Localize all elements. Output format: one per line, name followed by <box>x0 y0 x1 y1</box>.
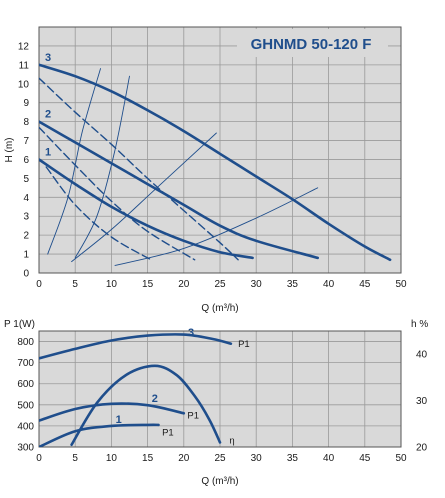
x-axis-label: Q (m³/h) <box>201 303 238 314</box>
curve-label-2: 2 <box>45 109 51 121</box>
plot-border <box>38 330 402 448</box>
x-tick-label: 40 <box>323 279 335 290</box>
y2-tick-label: 30 <box>416 396 428 407</box>
power-curve-2 <box>39 402 186 422</box>
x-tick-label: 5 <box>72 453 78 464</box>
head-series-group <box>39 63 392 266</box>
x-tick-label: 10 <box>106 453 118 464</box>
x-tick-label: 15 <box>142 453 154 464</box>
y-tick-label: 1 <box>23 250 29 261</box>
power-curve-label-2: 2 <box>152 393 158 405</box>
y-tick-label: 4 <box>23 193 29 204</box>
power-curve-1 <box>39 423 160 447</box>
y-tick-label: 7 <box>23 136 29 147</box>
y-tick-label: 400 <box>17 421 34 432</box>
head-curve-dashed <box>39 77 239 261</box>
x-tick-label: 0 <box>36 279 42 290</box>
y-tick-label: 8 <box>23 117 29 128</box>
head-curve-dashed <box>39 126 196 261</box>
power-curve-label-1: 1 <box>116 414 122 426</box>
y-tick-label: 3 <box>23 212 29 223</box>
x-tick-label: 0 <box>36 453 42 464</box>
x-tick-label: 20 <box>178 453 190 464</box>
efficiency-curve <box>70 364 222 446</box>
title-background <box>237 29 388 57</box>
y-tick-label: 12 <box>18 41 30 52</box>
x-tick-label: 30 <box>251 279 263 290</box>
power-efficiency-chart: 0 5 10 15 20 25 30 35 40 45 50 300 400 500 600 700 800 20… <box>4 319 428 487</box>
y-tick-label: 800 <box>17 337 34 348</box>
plot-border <box>38 26 402 274</box>
efficiency-line <box>71 132 217 263</box>
annotation-label: P1 <box>162 428 174 439</box>
power-curve-3 <box>39 333 233 360</box>
x-tick-label: 5 <box>72 279 78 290</box>
x-tick-label: 10 <box>106 279 118 290</box>
x-axis-label: Q (m³/h) <box>201 476 238 487</box>
y-tick-label: 9 <box>23 98 29 109</box>
y-tick-label: 0 <box>23 269 29 280</box>
head-curve-1 <box>39 158 254 260</box>
x-tick-label: 20 <box>178 279 190 290</box>
y-tick-label: 11 <box>19 60 30 71</box>
x-tick-label: 25 <box>214 453 226 464</box>
efficiency-line <box>74 75 130 259</box>
y-axis-label: H (m) <box>4 138 15 163</box>
y-tick-label: 10 <box>18 79 30 90</box>
chart-title: GHNMD 50-120 F <box>251 36 372 53</box>
x-tick-label: 35 <box>287 453 299 464</box>
y2-tick-label: 20 <box>416 443 428 454</box>
y2-tick-label: 40 <box>416 350 428 361</box>
y-tick-label: 600 <box>17 379 34 390</box>
efficiency-line <box>47 68 101 255</box>
y-tick-label: 300 <box>17 443 34 454</box>
x-tick-label: 50 <box>395 279 407 290</box>
annotation-label: P1 <box>187 410 199 421</box>
power-series-group <box>39 333 233 447</box>
y-tick-label: 2 <box>23 231 29 242</box>
y-axis-label: P 1(W) <box>4 319 35 330</box>
x-tick-label: 15 <box>142 279 154 290</box>
x-tick-label: 40 <box>323 453 335 464</box>
y-tick-label: 6 <box>23 155 29 166</box>
x-tick-label: 45 <box>359 453 371 464</box>
y2-axis-label: h % <box>411 319 428 330</box>
x-tick-label: 35 <box>287 279 299 290</box>
annotation-label: η <box>229 436 234 447</box>
annotation-label: P1 <box>238 339 250 350</box>
head-curve-dashed <box>45 166 152 261</box>
head-chart: 0 5 10 15 20 25 30 35 40 45 500123456789101112321G… <box>4 26 407 314</box>
x-tick-label: 50 <box>395 453 407 464</box>
y-tick-label: 5 <box>23 174 29 185</box>
y-tick-label: 700 <box>17 358 34 369</box>
x-tick-label: 25 <box>214 279 226 290</box>
efficiency-line <box>114 187 319 266</box>
head-curve-3 <box>39 63 392 262</box>
x-tick-label: 30 <box>251 453 263 464</box>
x-tick-label: 45 <box>359 279 371 290</box>
power-curve-label-3: 3 <box>188 327 194 339</box>
y-tick-label: 500 <box>17 400 34 411</box>
curve-label-3: 3 <box>45 52 51 64</box>
curve-label-1: 1 <box>45 146 51 158</box>
